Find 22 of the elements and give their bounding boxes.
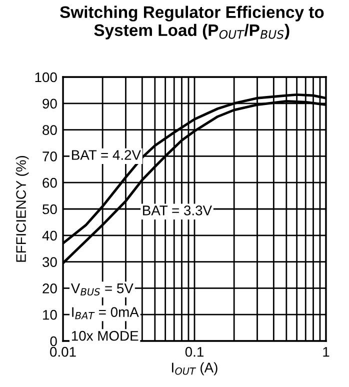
x-tick-label: 0.01 bbox=[50, 346, 76, 357]
annotation: 10x MODE bbox=[72, 330, 138, 341]
y-tick-label: 40 bbox=[42, 230, 57, 241]
y-tick-label: 90 bbox=[42, 98, 57, 109]
y-tick-label: 100 bbox=[35, 72, 57, 82]
x-tick-label: 0.1 bbox=[185, 346, 204, 357]
y-tick-label: 80 bbox=[42, 125, 57, 135]
series-label: BAT = 4.2V bbox=[72, 150, 141, 160]
annotation: V$_{BUS}$ = 5V bbox=[70, 284, 134, 296]
chart-title: Switching Regulator Efficiency to System Load (P$_{OUT}$/P$_{BUS}$) bbox=[60, 6, 324, 40]
y-tick-label: 50 bbox=[42, 204, 57, 214]
y-tick-label: 60 bbox=[42, 178, 57, 188]
y-tick-label: 70 bbox=[42, 152, 57, 162]
x-axis-title: I$_{OUT}$ (A) bbox=[172, 362, 218, 376]
x-tick-label: 1 bbox=[323, 347, 330, 357]
y-tick-label: 20 bbox=[42, 284, 57, 294]
series-label: BAT = 3.3V bbox=[143, 206, 212, 216]
y-axis-title: EFFICIENCY (%) bbox=[16, 156, 29, 262]
y-tick-label: 10 bbox=[43, 310, 57, 320]
y-tick-label: 0 bbox=[50, 336, 57, 346]
y-tick-label: 30 bbox=[42, 257, 57, 267]
annotation: I$_{BAT}$ = 0mA bbox=[72, 307, 139, 320]
